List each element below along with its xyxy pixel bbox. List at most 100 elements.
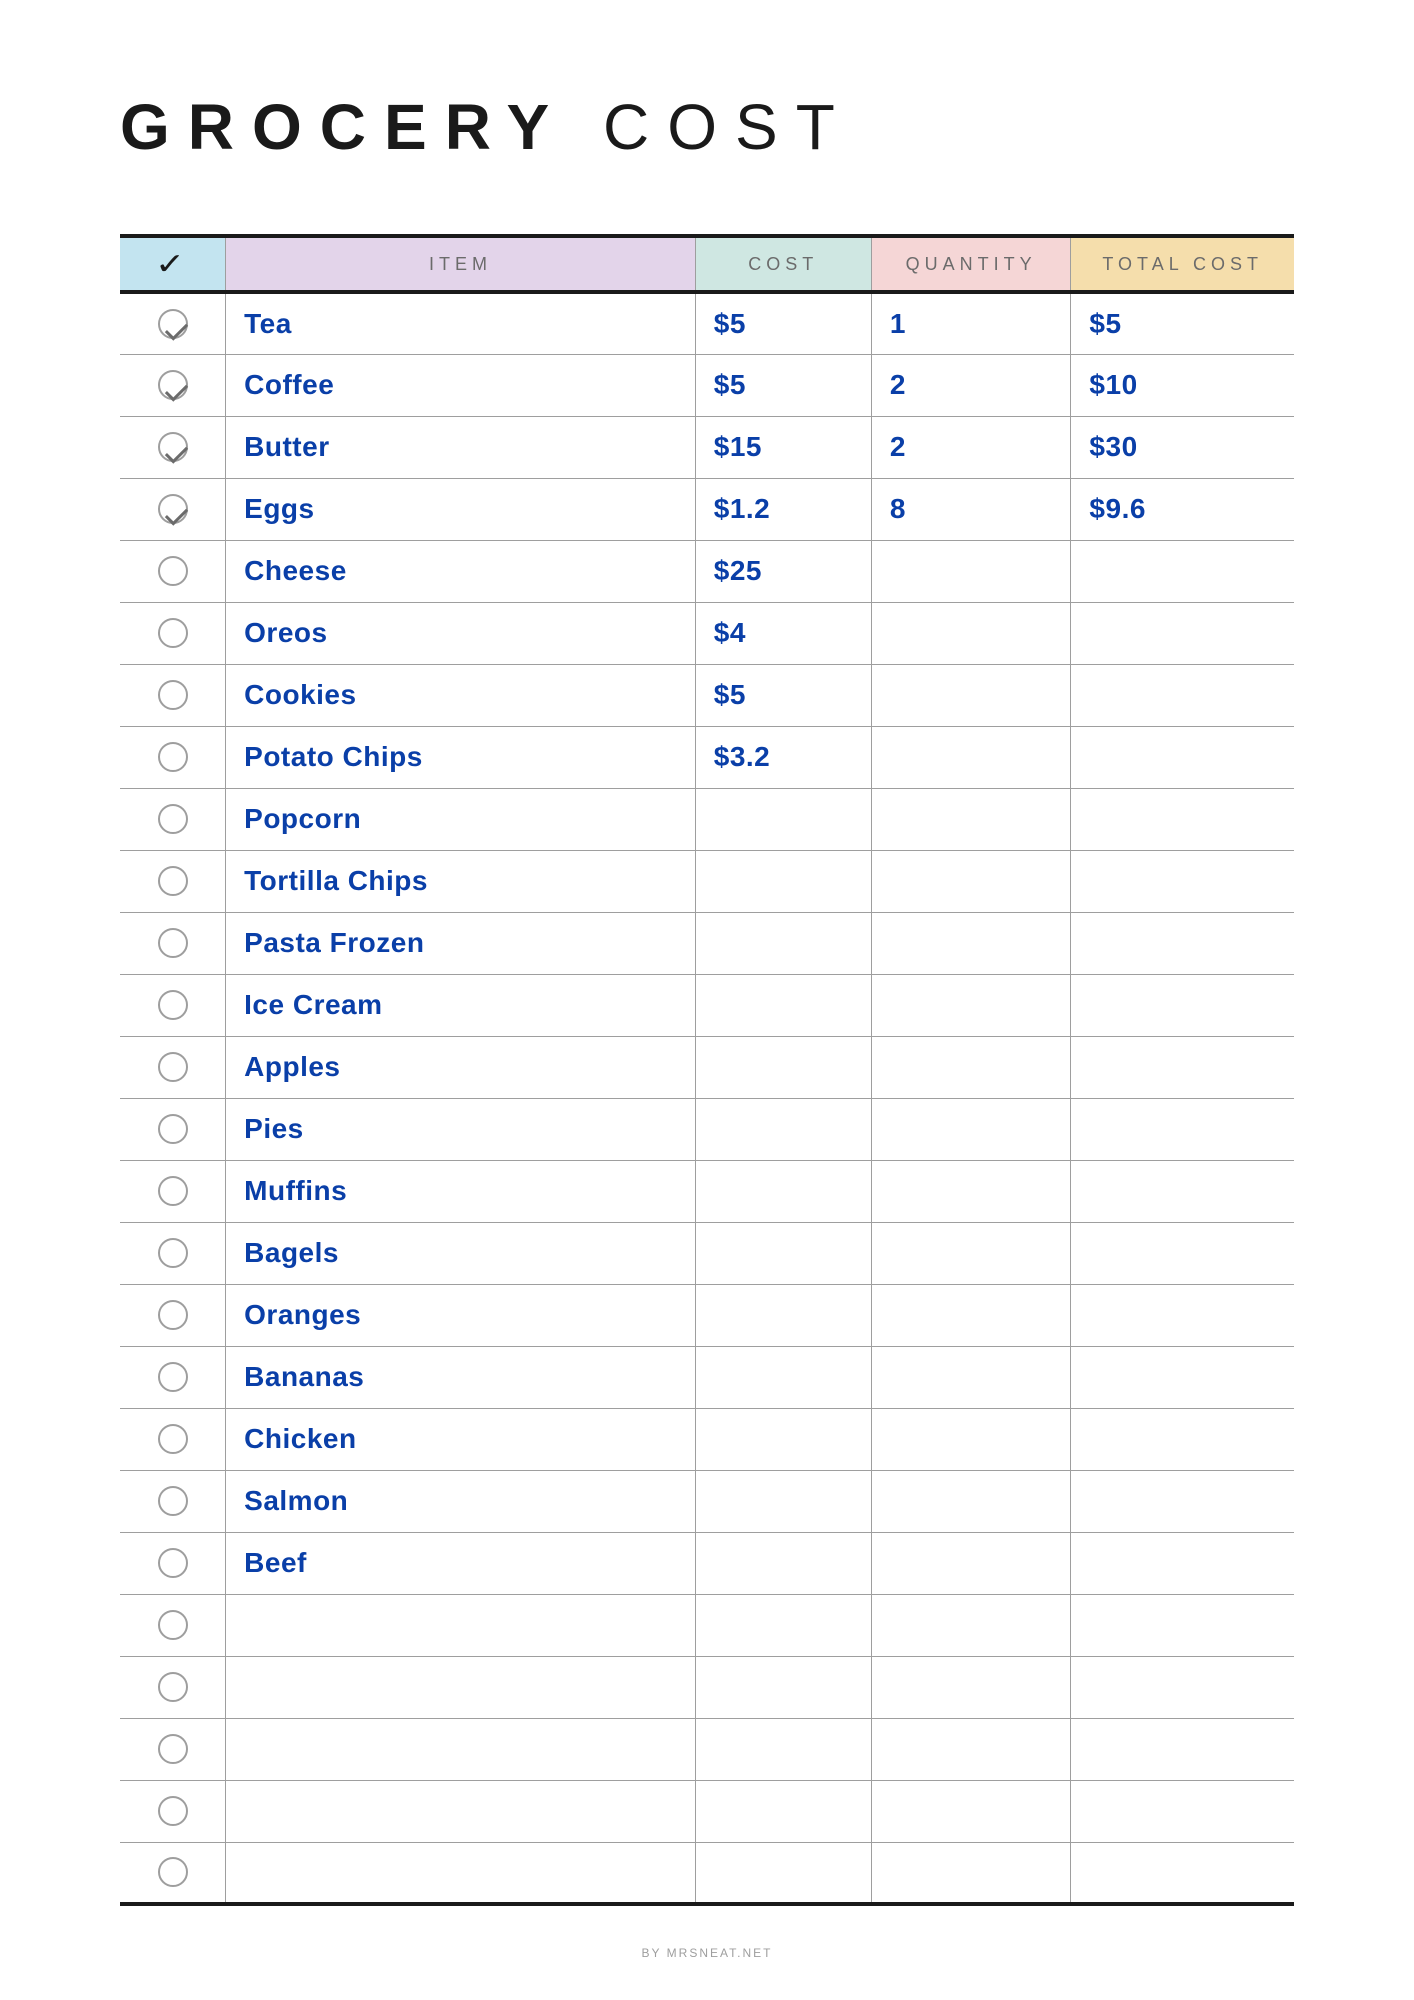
radio-unchecked-icon[interactable] [158, 1114, 188, 1144]
header-cost: COST [695, 236, 871, 292]
radio-unchecked-icon[interactable] [158, 1548, 188, 1578]
radio-checked-icon[interactable] [158, 494, 188, 524]
item-value: Bananas [244, 1361, 364, 1392]
cell-cost: $5 [695, 354, 871, 416]
cell-item: Oreos [226, 602, 696, 664]
cell-total [1071, 1036, 1294, 1098]
cell-cost [695, 1346, 871, 1408]
table-row: Apples [120, 1036, 1294, 1098]
cell-check [120, 1532, 226, 1594]
cell-item: Tea [226, 292, 696, 354]
item-value: Oranges [244, 1299, 361, 1330]
radio-unchecked-icon[interactable] [158, 1610, 188, 1640]
item-value: Chicken [244, 1423, 356, 1454]
cell-check [120, 664, 226, 726]
cell-total: $10 [1071, 354, 1294, 416]
cell-cost [695, 1532, 871, 1594]
cost-value: $3.2 [714, 741, 771, 772]
cell-total [1071, 1222, 1294, 1284]
table-row [120, 1842, 1294, 1904]
cell-item: Cookies [226, 664, 696, 726]
radio-unchecked-icon[interactable] [158, 556, 188, 586]
radio-unchecked-icon[interactable] [158, 1362, 188, 1392]
cell-cost [695, 1842, 871, 1904]
table-row: Muffins [120, 1160, 1294, 1222]
radio-unchecked-icon[interactable] [158, 1486, 188, 1516]
radio-unchecked-icon[interactable] [158, 990, 188, 1020]
cell-item [226, 1594, 696, 1656]
cell-total [1071, 1594, 1294, 1656]
cell-total [1071, 850, 1294, 912]
cell-quantity: 1 [871, 292, 1071, 354]
radio-unchecked-icon[interactable] [158, 1857, 188, 1887]
cell-total [1071, 1842, 1294, 1904]
cell-check [120, 354, 226, 416]
cell-total [1071, 664, 1294, 726]
radio-unchecked-icon[interactable] [158, 618, 188, 648]
cell-cost [695, 1098, 871, 1160]
page-title: GROCERY COST [120, 90, 1294, 164]
radio-unchecked-icon[interactable] [158, 742, 188, 772]
cell-item: Chicken [226, 1408, 696, 1470]
cell-check [120, 602, 226, 664]
total-value: $9.6 [1089, 493, 1146, 524]
table-row: Chicken [120, 1408, 1294, 1470]
cell-check [120, 292, 226, 354]
radio-unchecked-icon[interactable] [158, 1176, 188, 1206]
cell-item [226, 1780, 696, 1842]
item-value: Apples [244, 1051, 340, 1082]
table-row: Bagels [120, 1222, 1294, 1284]
cell-cost: $15 [695, 416, 871, 478]
cell-check [120, 974, 226, 1036]
cell-total [1071, 540, 1294, 602]
cost-value: $1.2 [714, 493, 771, 524]
radio-checked-icon[interactable] [158, 370, 188, 400]
cell-quantity [871, 602, 1071, 664]
cell-cost [695, 1718, 871, 1780]
cell-cost [695, 1656, 871, 1718]
cell-cost [695, 1594, 871, 1656]
cell-check [120, 788, 226, 850]
radio-unchecked-icon[interactable] [158, 1734, 188, 1764]
cell-item: Ice Cream [226, 974, 696, 1036]
cell-quantity [871, 1718, 1071, 1780]
cell-quantity [871, 1098, 1071, 1160]
table-row: Oranges [120, 1284, 1294, 1346]
cell-cost [695, 1160, 871, 1222]
radio-checked-icon[interactable] [158, 309, 188, 339]
cell-item: Oranges [226, 1284, 696, 1346]
cell-check [120, 1842, 226, 1904]
cell-cost: $1.2 [695, 478, 871, 540]
radio-unchecked-icon[interactable] [158, 1424, 188, 1454]
cell-check [120, 1160, 226, 1222]
cell-cost: $4 [695, 602, 871, 664]
cell-quantity: 2 [871, 416, 1071, 478]
radio-unchecked-icon[interactable] [158, 1052, 188, 1082]
cell-cost [695, 850, 871, 912]
cell-item: Eggs [226, 478, 696, 540]
table-row [120, 1656, 1294, 1718]
item-value: Tea [244, 308, 292, 339]
radio-unchecked-icon[interactable] [158, 928, 188, 958]
cell-check [120, 726, 226, 788]
radio-unchecked-icon[interactable] [158, 1300, 188, 1330]
quantity-value: 2 [890, 431, 906, 462]
radio-unchecked-icon[interactable] [158, 1796, 188, 1826]
item-value: Cheese [244, 555, 347, 586]
cell-check [120, 1284, 226, 1346]
cell-quantity: 8 [871, 478, 1071, 540]
radio-unchecked-icon[interactable] [158, 804, 188, 834]
radio-unchecked-icon[interactable] [158, 1672, 188, 1702]
cell-total [1071, 1656, 1294, 1718]
radio-unchecked-icon[interactable] [158, 866, 188, 896]
cell-cost [695, 1284, 871, 1346]
table-row: Beef [120, 1532, 1294, 1594]
radio-checked-icon[interactable] [158, 432, 188, 462]
header-quantity: QUANTITY [871, 236, 1071, 292]
cell-total [1071, 1470, 1294, 1532]
radio-unchecked-icon[interactable] [158, 680, 188, 710]
cell-check [120, 1780, 226, 1842]
cell-item: Butter [226, 416, 696, 478]
item-value: Cookies [244, 679, 356, 710]
radio-unchecked-icon[interactable] [158, 1238, 188, 1268]
